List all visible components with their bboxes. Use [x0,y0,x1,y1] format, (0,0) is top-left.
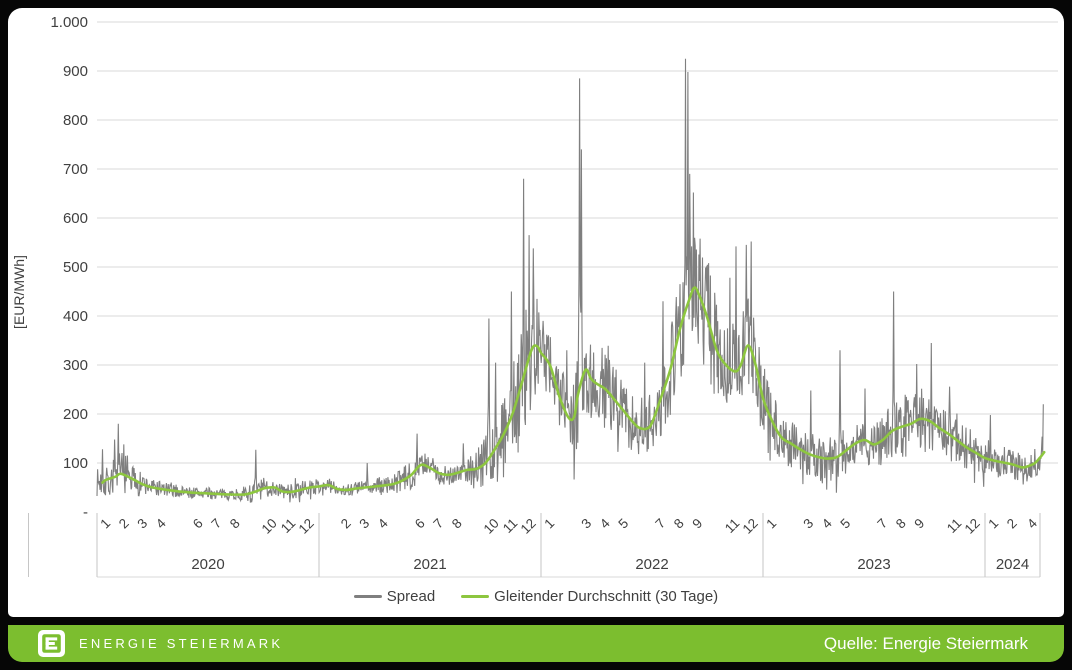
x-month-label: 1 [985,516,1001,532]
x-month-label: 9 [911,516,927,532]
x-month-label: 1 [541,516,557,532]
x-month-label: 3 [800,516,816,532]
footer-bar: ENERGIE STEIERMARK Quelle: Energie Steie… [8,625,1064,662]
spread-chart: - 100 200 300 400 500 600 700 800 900 1.000 [EUR/MW… [11,14,1058,578]
x-month-label: 7 [208,516,224,532]
x-month-label: 6 [412,516,428,532]
chart-card: - 100 200 300 400 500 600 700 800 900 1.000 [EUR/MW… [8,8,1064,617]
legend-label-moving-average: Gleitender Durchschnitt (30 Tage) [494,588,719,605]
x-month-label: 12 [962,516,983,537]
x-month-label: 4 [375,515,391,531]
x-month-label: 8 [893,516,909,532]
moving-average-series-line [101,286,1046,496]
legend-label-spread: Spread [386,588,436,605]
y-tick-label: 500 [63,259,88,276]
y-tick-label: 900 [63,63,88,80]
x-month-label: 8 [449,516,465,532]
legend-item-spread: Spread [353,588,436,605]
y-tick-label: 200 [63,406,88,423]
x-month-label: 1 [763,516,779,532]
x-month-label: 2 [1004,516,1020,532]
x-month-label: 7 [430,516,446,532]
energie-steiermark-logo-icon [38,630,65,657]
x-month-label: 5 [837,516,853,532]
x-month-label: 8 [227,516,243,532]
x-month-label: 3 [134,516,150,532]
x-year-label: 2023 [857,556,890,573]
y-tick-label: 600 [63,210,88,227]
y-tick-label: 800 [63,112,88,129]
x-month-label: 12 [740,516,761,537]
x-month-label: 2 [338,516,354,532]
x-month-label: 2 [116,516,132,532]
y-tick-label: 300 [63,357,88,374]
x-month-label: 10 [481,516,502,537]
y-tick-label: - [83,504,88,521]
x-year-label: 2024 [996,556,1029,573]
y-axis-title: [EUR/MWh] [11,255,27,329]
x-month-label: 5 [615,516,631,532]
moving-average-line-swatch [461,594,490,599]
spread-series-line [96,58,1044,503]
x-month-label: 8 [671,516,687,532]
x-month-label: 3 [356,516,372,532]
x-year-label: 2022 [635,556,668,573]
y-tick-label: 400 [63,308,88,325]
x-month-label: 6 [190,516,206,532]
x-month-label: 12 [518,516,539,537]
x-month-label: 12 [296,516,317,537]
x-month-label: 10 [259,516,280,537]
x-month-label: 1 [97,516,113,532]
x-month-label: 4 [597,515,613,531]
spread-line-swatch [353,594,382,599]
x-month-label: 9 [689,516,705,532]
brand-block: ENERGIE STEIERMARK [38,630,283,657]
y-tick-label: 700 [63,161,88,178]
x-year-label: 2021 [413,556,446,573]
chart-legend: Spread Gleitender Durchschnitt (30 Tage) [8,588,1064,605]
brand-text: ENERGIE STEIERMARK [79,636,284,651]
legend-item-moving-average: Gleitender Durchschnitt (30 Tage) [461,588,718,605]
y-tick-label: 1.000 [50,14,88,31]
x-month-label: 4 [1024,515,1040,531]
x-month-label: 4 [819,515,835,531]
x-month-label: 3 [578,516,594,532]
x-month-label: 4 [153,515,169,531]
y-tick-label: 100 [63,455,88,472]
x-month-label: 7 [874,516,890,532]
x-year-label: 2020 [191,556,224,573]
source-text: Quelle: Energie Steiermark [823,633,1028,653]
x-month-label: 7 [652,516,668,532]
